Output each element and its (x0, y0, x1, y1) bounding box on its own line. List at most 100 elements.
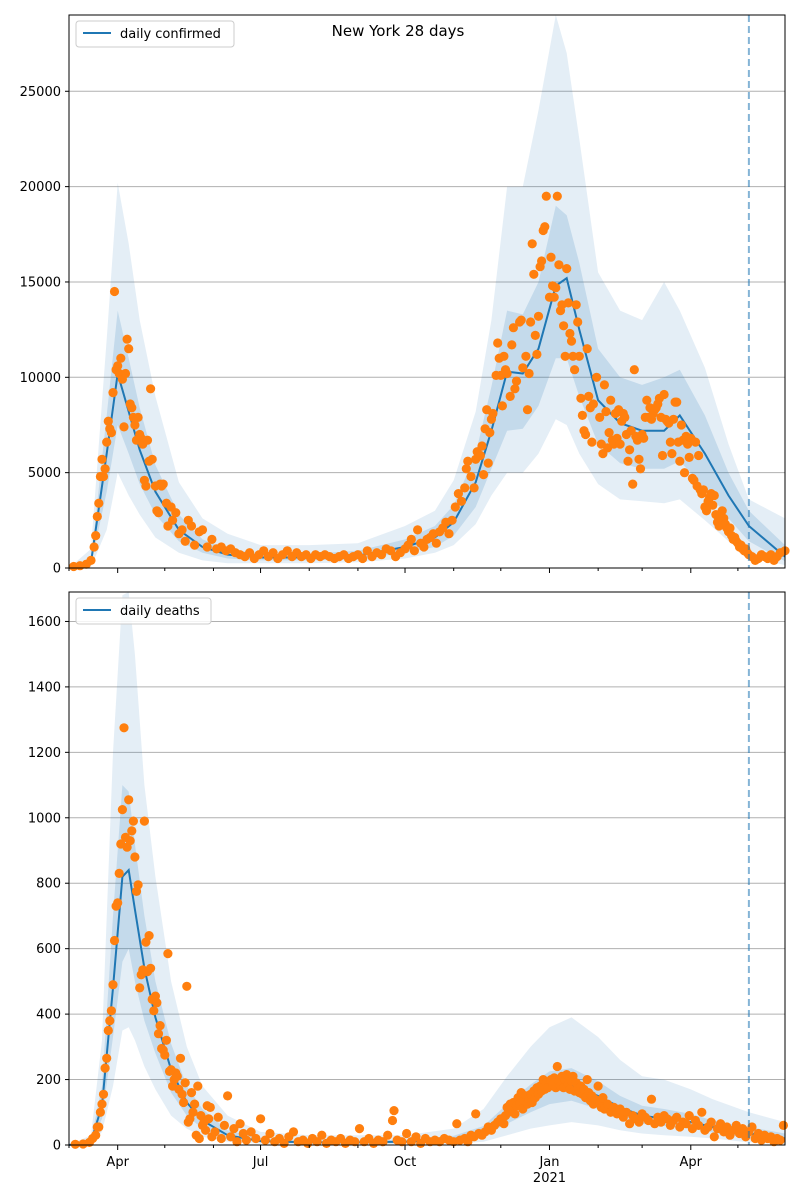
data-point (175, 1053, 186, 1063)
data-point (625, 445, 635, 455)
data-point (139, 816, 149, 826)
data-point (606, 395, 616, 405)
data-point (598, 1093, 608, 1103)
data-point (161, 1035, 171, 1045)
data-point (565, 328, 575, 339)
data-point (152, 998, 162, 1008)
data-point (549, 292, 559, 302)
confirmed-line-group (68, 276, 786, 569)
data-point (635, 464, 646, 474)
data-point (709, 1132, 719, 1142)
data-point (409, 546, 419, 556)
data-point (102, 437, 112, 447)
data-point (114, 868, 124, 879)
data-point (657, 450, 668, 461)
data-point (171, 508, 181, 518)
data-point (177, 1089, 187, 1099)
data-point (117, 805, 127, 815)
data-point (510, 1109, 520, 1119)
model-line (68, 276, 786, 569)
y-tick-label: 200 (36, 1073, 61, 1088)
data-point (201, 1125, 211, 1135)
data-point (493, 338, 503, 348)
data-point (130, 420, 140, 430)
data-point (235, 1119, 245, 1129)
data-point (207, 534, 217, 545)
deaths-gridlines (69, 620, 785, 1081)
data-point (634, 454, 644, 464)
data-point (510, 384, 520, 394)
data-point (144, 931, 154, 941)
data-point (153, 508, 164, 518)
data-point (577, 410, 588, 420)
data-point (312, 1137, 322, 1147)
data-point (452, 1119, 462, 1129)
data-point (694, 1120, 704, 1130)
data-point (100, 464, 110, 474)
data-point (471, 1109, 481, 1119)
deaths-legend-box (75, 597, 212, 625)
data-point (684, 452, 694, 462)
data-point (584, 391, 594, 401)
data-point (460, 483, 470, 493)
data-point (620, 412, 630, 422)
data-point (601, 407, 611, 417)
data-point (502, 368, 512, 379)
data-point (593, 1081, 603, 1091)
data-point (717, 506, 727, 516)
y-tick-label: 1000 (28, 811, 61, 826)
data-point (419, 542, 429, 552)
data-point (524, 368, 534, 379)
data-point (133, 412, 143, 422)
data-point (160, 1050, 170, 1060)
deaths-panel: 0 200 400 600 800 1000 1200 1400 1600 Apr Jul Oct J… (28, 591, 789, 1186)
data-point (595, 412, 605, 422)
data-point (226, 1132, 236, 1142)
chart-title: New York 28 days (332, 22, 465, 40)
data-point (697, 1107, 707, 1117)
data-point (532, 349, 542, 359)
data-point (95, 1107, 105, 1117)
confirmed-axes-frame (68, 14, 786, 569)
data-point (153, 1029, 164, 1039)
data-point (188, 1107, 198, 1117)
data-point (516, 315, 526, 325)
data-point (665, 437, 676, 447)
data-point (725, 523, 735, 533)
data-point (168, 515, 178, 525)
data-point (142, 435, 153, 445)
data-point (406, 534, 416, 545)
data-point (383, 1130, 393, 1140)
data-point (193, 1081, 203, 1091)
data-point (197, 525, 208, 535)
data-point (447, 515, 457, 525)
data-point (411, 1132, 421, 1142)
inner-band (69, 205, 785, 568)
data-point (701, 506, 712, 516)
data-point (511, 376, 522, 386)
data-point (588, 399, 599, 409)
data-point (397, 1137, 407, 1147)
x-tick-label: Apr (106, 1155, 129, 1170)
data-point (92, 511, 102, 522)
data-point (582, 1075, 592, 1085)
data-point (582, 344, 592, 354)
data-point (127, 403, 137, 413)
data-point (571, 300, 581, 310)
deaths-y-axis: 0 200 400 600 800 1000 1200 1400 1600 (28, 615, 69, 1154)
data-point (180, 536, 190, 546)
data-point (521, 351, 531, 361)
confirmed-gridlines (69, 90, 785, 474)
data-point (204, 1114, 214, 1124)
data-point (497, 401, 507, 411)
data-point (102, 1053, 112, 1063)
data-point (91, 531, 101, 541)
data-point (265, 1128, 275, 1139)
data-point (450, 502, 460, 512)
data-point (177, 525, 187, 535)
confirmed-x-axis (68, 568, 739, 573)
data-point (182, 981, 192, 991)
data-point (530, 330, 540, 340)
data-point (675, 456, 685, 466)
data-point (113, 898, 123, 908)
